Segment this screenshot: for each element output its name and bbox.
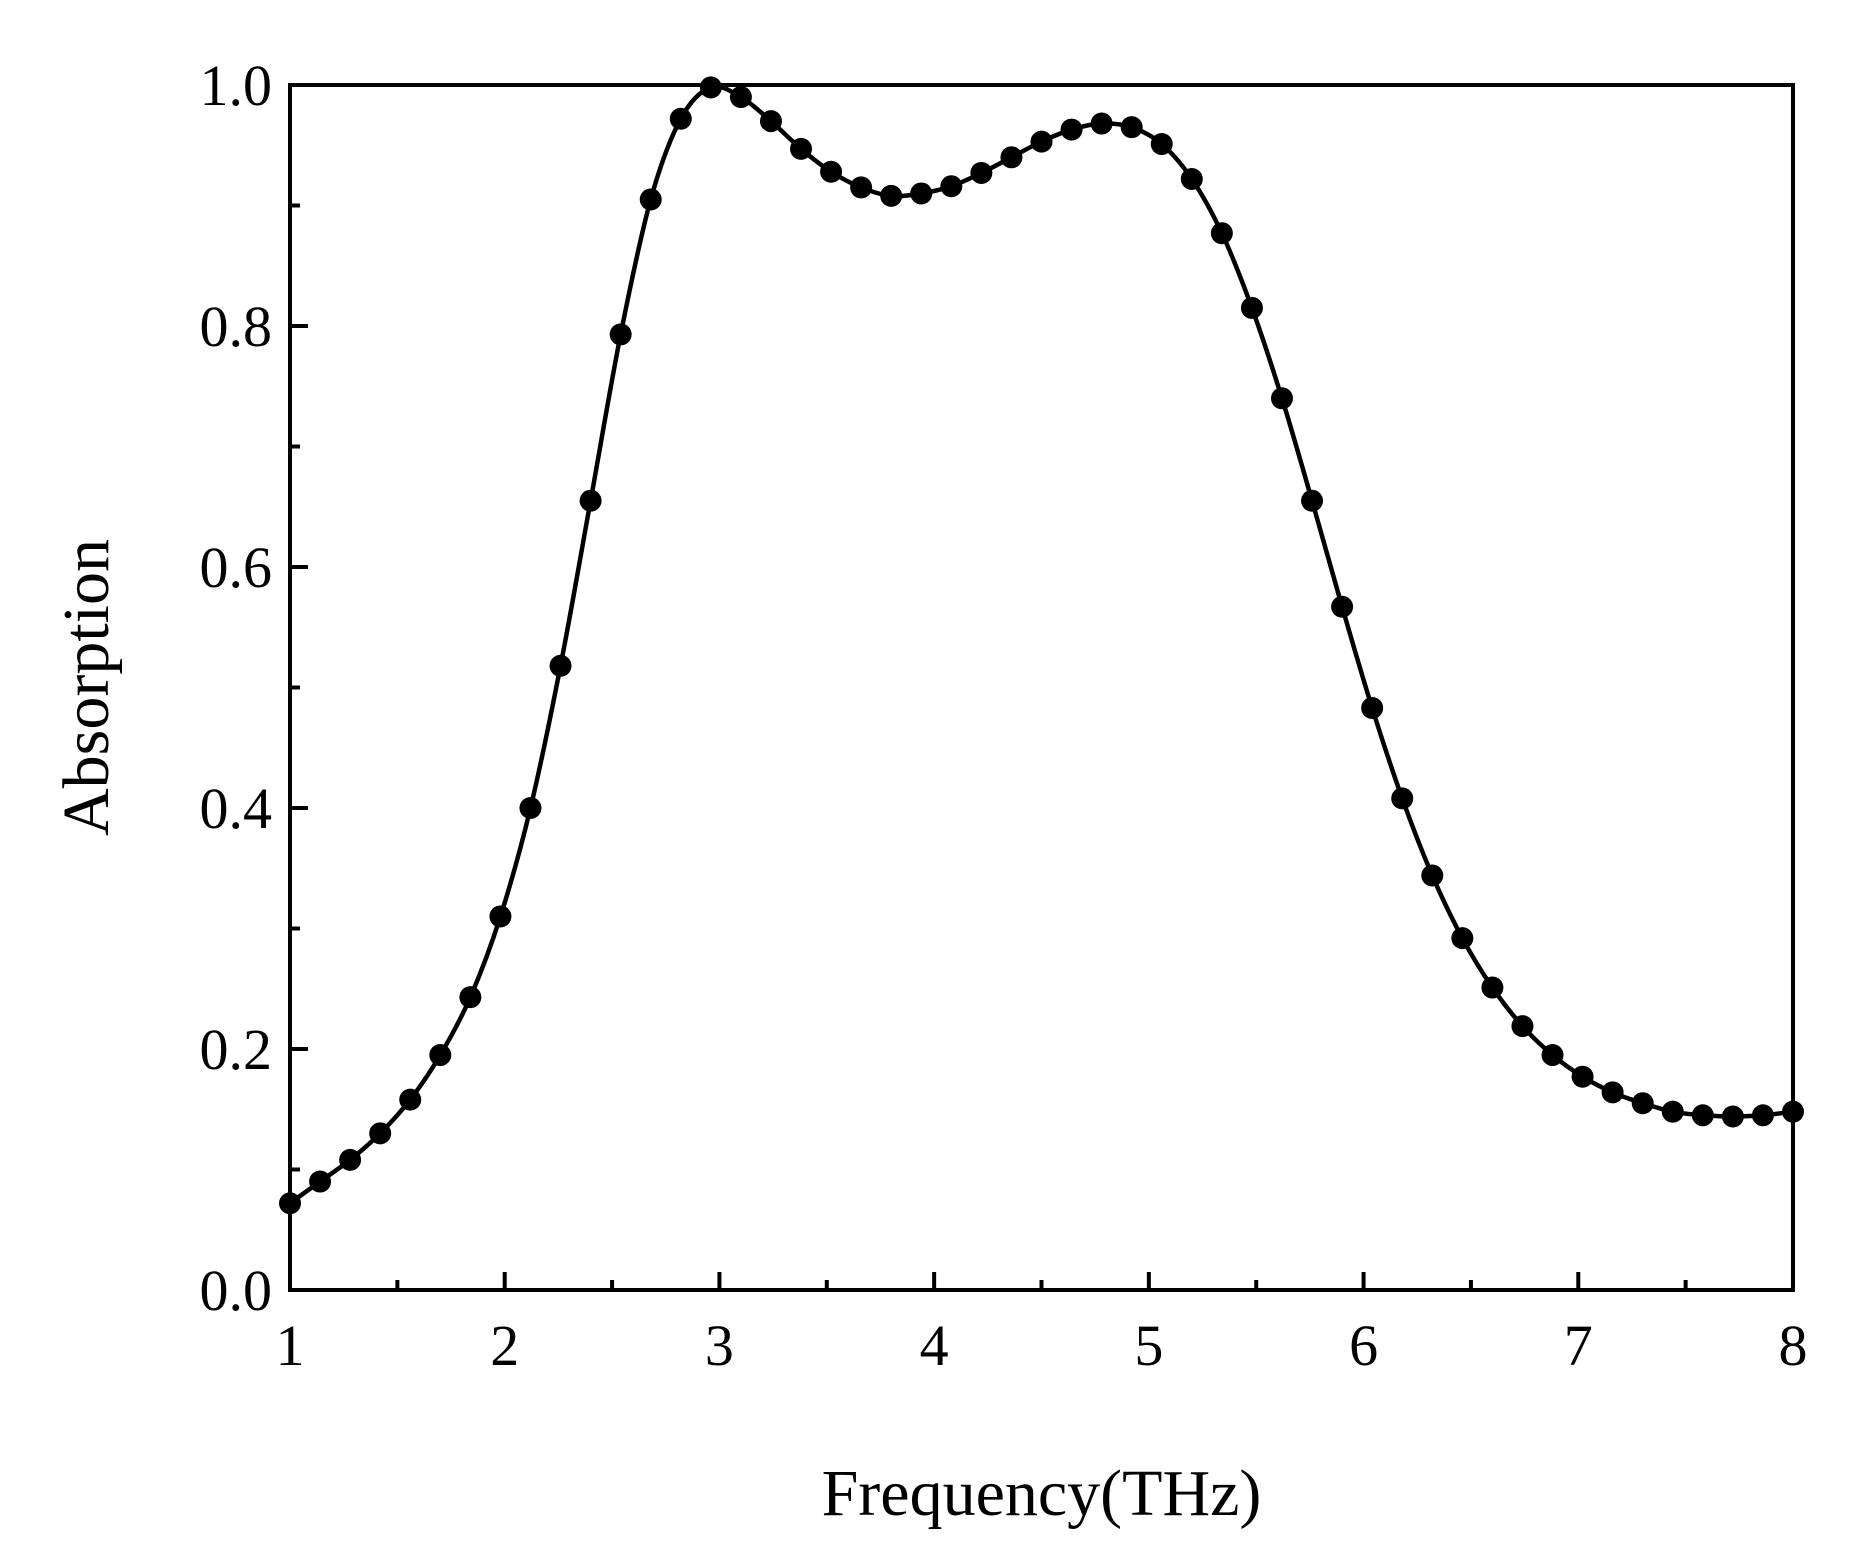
data-point (910, 182, 933, 205)
data-point (1090, 112, 1113, 135)
data-point (790, 137, 813, 160)
data-point (1511, 1015, 1534, 1038)
data-point (309, 1170, 332, 1193)
y-axis-title: Absorption (50, 539, 123, 836)
data-point (639, 188, 662, 211)
data-point (970, 161, 993, 184)
data-point (1751, 1104, 1774, 1127)
data-point (1000, 146, 1023, 169)
x-tick-label: 2 (490, 1313, 519, 1378)
data-point (1631, 1092, 1654, 1115)
x-axis-title: Frequency(THz) (822, 1457, 1262, 1530)
data-point (549, 654, 572, 677)
data-point (579, 489, 602, 512)
y-tick-label: 0.8 (200, 294, 273, 359)
data-point (339, 1148, 362, 1171)
data-point (1180, 167, 1203, 190)
data-point (609, 323, 632, 346)
data-point (1270, 387, 1293, 410)
y-tick-label: 0.0 (200, 1258, 273, 1323)
x-tick-label: 3 (705, 1313, 734, 1378)
x-tick-label: 1 (276, 1313, 305, 1378)
y-tick-label: 0.2 (200, 1017, 273, 1082)
y-tick-label: 0.6 (200, 535, 273, 600)
data-point (1601, 1081, 1624, 1104)
data-point (429, 1044, 452, 1067)
data-point (459, 986, 482, 1009)
data-point (1661, 1100, 1684, 1123)
data-point (1721, 1105, 1744, 1128)
data-point (1481, 976, 1504, 999)
data-point (1361, 696, 1384, 719)
plot-frame (288, 83, 1795, 1292)
x-tick-label: 7 (1564, 1313, 1593, 1378)
data-point (1331, 595, 1354, 618)
data-point (699, 76, 722, 99)
data-point (820, 160, 843, 183)
data-point (399, 1088, 422, 1111)
data-point (519, 797, 542, 819)
x-tick-label: 4 (920, 1313, 949, 1378)
x-tick-label: 6 (1349, 1313, 1378, 1378)
data-point (1030, 130, 1053, 153)
data-point (1571, 1065, 1594, 1088)
data-point (1150, 133, 1173, 156)
data-point (1691, 1104, 1714, 1127)
data-point (850, 176, 873, 199)
data-point (1240, 296, 1263, 319)
data-point (1301, 489, 1324, 512)
y-tick-label: 1.0 (200, 53, 273, 118)
x-tick-label: 5 (1134, 1313, 1163, 1378)
series-line (288, 84, 1794, 1206)
data-point (369, 1122, 392, 1145)
data-point (1060, 118, 1083, 141)
series-layer (279, 76, 1804, 1215)
data-point (1451, 927, 1474, 950)
data-point (940, 175, 963, 198)
data-point (489, 905, 512, 928)
y-tick-label: 0.4 (200, 776, 273, 841)
data-point (1421, 864, 1444, 887)
data-point (1541, 1044, 1564, 1067)
data-point (1120, 116, 1143, 139)
data-point (669, 107, 692, 130)
data-point (1210, 222, 1233, 245)
data-point (729, 86, 752, 109)
x-tick-label: 8 (1779, 1313, 1808, 1378)
data-point (1391, 787, 1414, 810)
data-point (759, 110, 782, 133)
data-point (880, 184, 903, 207)
axes-layer: 1 2 3 4 5 6 7 8 0.0 0.2 0.4 0.6 0.8 1.0 (200, 53, 1808, 1378)
